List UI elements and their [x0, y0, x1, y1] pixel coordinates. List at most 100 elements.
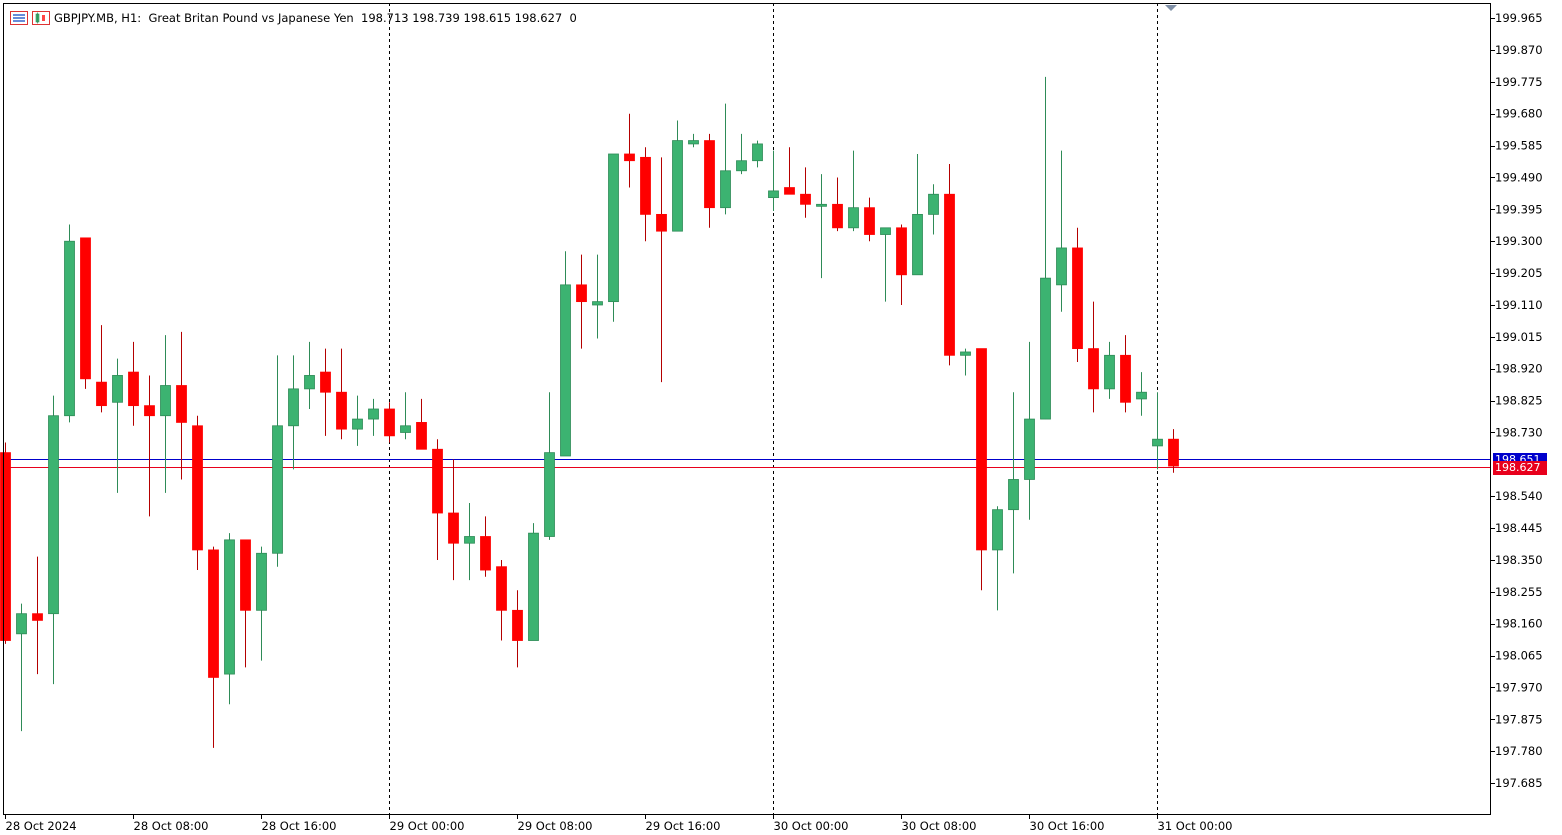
bear-candle — [976, 348, 987, 551]
y-axis-label: 197.970 — [1495, 680, 1543, 694]
candles — [0, 76, 1179, 748]
bear-candle — [640, 156, 651, 215]
bull-candle — [400, 425, 411, 433]
y-axis-label: 198.730 — [1495, 425, 1543, 439]
y-axis-label: 199.585 — [1495, 139, 1543, 153]
bear-candle — [704, 140, 715, 209]
chart-header: GBPJPY.MB, H1: Great Britan Pound vs Jap… — [10, 9, 577, 27]
bear-candle — [0, 452, 11, 641]
bear-candle — [416, 422, 427, 450]
bear-candle — [336, 391, 347, 430]
bear-candle — [192, 425, 203, 551]
bear-candle — [656, 213, 667, 232]
bear-candle — [496, 566, 507, 611]
y-axis-label: 198.350 — [1495, 553, 1543, 567]
bull-candle — [1104, 354, 1115, 390]
header-sep-2: : — [137, 11, 149, 25]
bear-candle — [800, 193, 811, 205]
bull-candle — [736, 160, 747, 172]
bull-candle — [1152, 438, 1163, 447]
bear-candle — [1120, 354, 1131, 403]
bull-candle — [464, 536, 475, 544]
x-axis-label: 30 Oct 16:00 — [1030, 819, 1105, 833]
bear-candle — [32, 613, 43, 621]
y-axis-label: 199.110 — [1495, 298, 1543, 312]
bull-candle — [992, 509, 1003, 551]
y-axis-label: 199.015 — [1495, 330, 1543, 344]
bear-candle — [240, 539, 251, 611]
x-axis-label: 30 Oct 08:00 — [902, 819, 977, 833]
bull-candle — [848, 207, 859, 229]
bull-candle — [592, 301, 603, 306]
bull-candle — [224, 539, 235, 675]
bear-candle — [512, 609, 523, 641]
bull-candle — [912, 213, 923, 276]
bull-candle — [64, 240, 75, 417]
bear-candle — [176, 385, 187, 423]
bull-candle — [304, 375, 315, 390]
volume-value: 0 — [569, 11, 577, 25]
bull-candle — [768, 190, 779, 199]
bull-candle — [608, 153, 619, 303]
y-axis-label: 198.825 — [1495, 394, 1543, 408]
bear-candle — [832, 203, 843, 229]
bear-candle — [624, 153, 635, 162]
y-axis-label: 199.775 — [1495, 75, 1543, 89]
bull-candle — [368, 408, 379, 420]
y-axis-label: 198.255 — [1495, 585, 1543, 599]
bull-candle — [160, 385, 171, 417]
chart-type-icon[interactable] — [32, 11, 50, 25]
bear-candle — [1088, 348, 1099, 390]
bull-candle — [352, 418, 363, 430]
bull-candle — [672, 140, 683, 232]
bear-candle — [896, 227, 907, 276]
bull-candle — [256, 552, 267, 611]
y-axis-label: 197.685 — [1495, 776, 1543, 790]
price-lines — [3, 459, 1491, 468]
bull-candle — [880, 227, 891, 235]
bear-candle — [944, 193, 955, 356]
x-axis: 28 Oct 2024 28 Oct 08:00 28 Oct 16:00 29 Oc… — [5, 815, 1232, 833]
y-axis: 199.965 199.870 199.775 199.680 199.585 199.4… — [1491, 11, 1543, 790]
y-axis-label: 197.780 — [1495, 744, 1543, 758]
bull-candle — [1040, 277, 1051, 420]
bull-candle — [720, 170, 731, 209]
bear-candle — [320, 371, 331, 393]
symbol-name: GBPJPY.MB — [54, 11, 114, 25]
bull-candle — [752, 143, 763, 162]
bear-candle — [1168, 438, 1179, 467]
header-sep-1: , — [113, 11, 122, 25]
bull-candle — [1136, 391, 1147, 400]
bid-price-label: 198.627 — [1493, 460, 1547, 475]
ohlc-values: 198.713 198.739 198.615 198.627 — [361, 11, 563, 25]
y-axis-label: 199.680 — [1495, 107, 1543, 121]
x-axis-label: 28 Oct 2024 — [6, 819, 77, 833]
y-axis-label: 198.920 — [1495, 362, 1543, 376]
shift-marker-icon[interactable] — [1165, 5, 1177, 11]
x-axis-label: 28 Oct 16:00 — [262, 819, 337, 833]
bull-candle — [816, 203, 827, 207]
bear-candle — [448, 512, 459, 544]
symbol-description: Great Britan Pound vs Japanese Yen — [148, 11, 354, 25]
y-axis-label: 199.300 — [1495, 234, 1543, 248]
bear-candle — [208, 549, 219, 678]
y-axis-label: 198.540 — [1495, 489, 1543, 503]
bear-candle — [80, 237, 91, 380]
y-axis-label: 198.065 — [1495, 649, 1543, 663]
y-axis-label: 197.875 — [1495, 712, 1543, 726]
bear-candle — [480, 536, 491, 571]
bull-candle — [544, 452, 555, 537]
bull-candle — [48, 415, 59, 615]
bull-candle — [16, 613, 27, 635]
bull-candle — [1056, 247, 1067, 286]
window-list-icon[interactable] — [10, 11, 28, 25]
bull-candle — [272, 425, 283, 554]
y-axis-label: 199.395 — [1495, 202, 1543, 216]
bull-candle — [928, 193, 939, 215]
bull-candle — [112, 375, 123, 403]
bull-candle — [288, 388, 299, 427]
bear-candle — [432, 448, 443, 514]
header-sep-3 — [354, 11, 361, 25]
